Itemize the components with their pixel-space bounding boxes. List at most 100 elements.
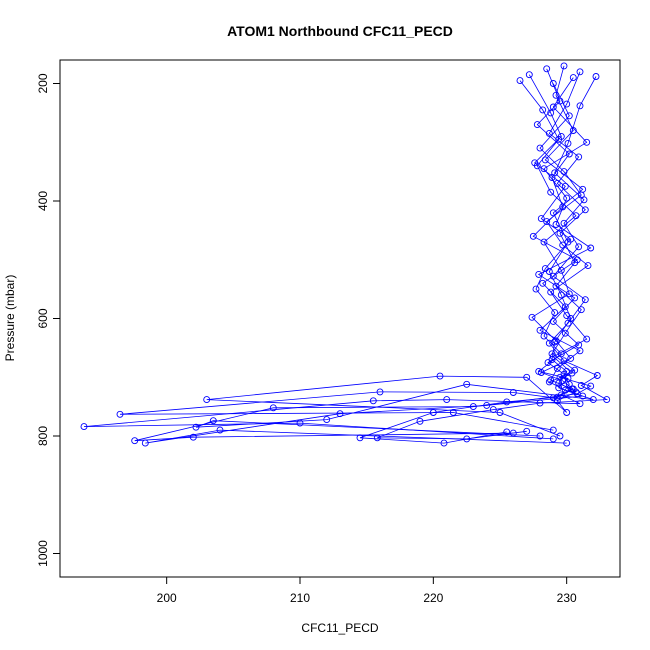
- data-point: [189, 433, 197, 441]
- data-point: [536, 432, 544, 440]
- y-axis-label: Pressure (mbar): [3, 275, 17, 362]
- data-point: [567, 354, 575, 362]
- series-profile-5: [141, 68, 595, 447]
- data-point: [583, 138, 591, 146]
- data-point: [503, 398, 511, 406]
- data-point: [539, 106, 547, 114]
- data-point: [529, 232, 537, 240]
- data-point: [141, 439, 149, 447]
- data-point: [555, 135, 563, 143]
- data-point: [216, 426, 224, 434]
- series-line: [359, 80, 577, 444]
- data-point: [583, 335, 591, 343]
- x-tick-label: 230: [557, 591, 577, 605]
- data-point: [523, 427, 531, 435]
- data-point: [545, 129, 553, 137]
- data-point: [584, 262, 592, 270]
- data-point: [556, 229, 564, 237]
- data-point: [323, 416, 331, 424]
- series-line: [134, 74, 583, 442]
- data-point: [540, 238, 548, 246]
- data-point: [376, 388, 384, 396]
- x-tick-label: 220: [423, 591, 443, 605]
- series-layer: [80, 62, 611, 447]
- data-point: [560, 168, 568, 176]
- x-axis-label: CFC11_PECD: [301, 621, 378, 635]
- data-point: [533, 162, 541, 170]
- data-point: [516, 77, 524, 85]
- data-point: [547, 188, 555, 196]
- data-point: [429, 409, 437, 416]
- data-point: [209, 417, 217, 425]
- data-point: [569, 74, 577, 82]
- data-point: [575, 153, 583, 161]
- series-line: [83, 77, 592, 440]
- data-point: [571, 259, 579, 267]
- data-point: [525, 71, 533, 79]
- data-point: [553, 179, 561, 187]
- data-point: [536, 399, 544, 407]
- series-profile-8: [373, 73, 611, 443]
- data-point: [572, 212, 580, 220]
- data-point: [563, 409, 571, 416]
- data-point: [528, 313, 536, 321]
- data-point: [545, 339, 553, 347]
- data-point: [553, 393, 561, 401]
- series-line: [119, 68, 581, 431]
- axes-layer: 200 210 220 230 200 400 600 800 1000: [36, 73, 577, 605]
- data-point: [535, 270, 543, 278]
- data-point: [573, 390, 581, 398]
- data-point: [203, 396, 211, 404]
- data-point: [575, 243, 583, 251]
- data-point: [549, 272, 557, 280]
- data-point: [463, 435, 471, 443]
- series-line: [195, 83, 594, 437]
- data-point: [547, 288, 555, 296]
- data-point: [603, 396, 611, 404]
- series-line: [377, 76, 609, 440]
- data-point: [592, 73, 600, 80]
- data-point: [269, 404, 277, 412]
- data-point: [509, 389, 517, 396]
- data-point: [80, 423, 88, 431]
- data-point: [587, 382, 595, 390]
- data-point: [564, 139, 572, 147]
- data-point: [565, 290, 573, 298]
- data-point: [443, 396, 451, 404]
- data-point: [436, 372, 444, 380]
- data-point: [369, 397, 377, 405]
- data-point: [587, 244, 595, 252]
- data-point: [555, 384, 563, 392]
- data-point: [131, 437, 139, 445]
- data-point: [560, 62, 568, 70]
- chart-title: ATOM1 Northbound CFC11_PECD: [227, 23, 453, 39]
- data-point: [543, 218, 551, 226]
- y-tick-label: 200: [36, 73, 50, 93]
- data-point: [192, 423, 200, 431]
- data-point: [565, 112, 573, 120]
- data-point: [589, 396, 597, 404]
- data-point: [581, 296, 589, 304]
- data-point: [336, 410, 344, 418]
- data-point: [536, 326, 544, 334]
- y-tick-label: 1000: [36, 540, 50, 567]
- data-point: [356, 434, 364, 442]
- data-point: [532, 285, 540, 293]
- x-tick-label: 210: [290, 591, 310, 605]
- data-point: [561, 329, 569, 337]
- data-point: [416, 417, 424, 425]
- y-tick-label: 600: [36, 308, 50, 328]
- data-point: [539, 279, 547, 287]
- y-tick-label: 800: [36, 426, 50, 446]
- data-point: [551, 309, 559, 317]
- data-point: [553, 364, 561, 372]
- data-point: [540, 165, 548, 173]
- data-point: [556, 432, 564, 440]
- data-point: [557, 291, 565, 299]
- data-point: [569, 385, 577, 393]
- data-point: [373, 434, 381, 442]
- data-point: [563, 312, 571, 320]
- data-point: [533, 121, 541, 129]
- data-point: [463, 380, 471, 388]
